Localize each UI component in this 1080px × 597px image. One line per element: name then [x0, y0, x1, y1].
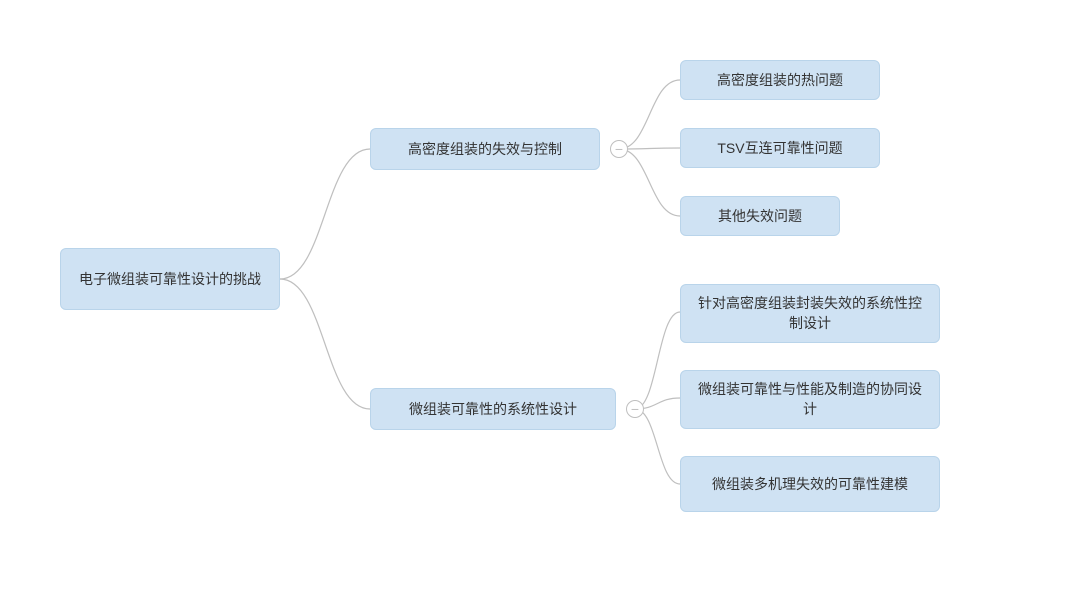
node-leaf-c11[interactable]: 高密度组装的热问题 — [680, 60, 880, 100]
node-root[interactable]: 电子微组装可靠性设计的挑战 — [60, 248, 280, 310]
node-leaf-c13[interactable]: 其他失效问题 — [680, 196, 840, 236]
collapse-button-branch-1[interactable]: − — [610, 140, 628, 158]
node-branch-1[interactable]: 高密度组装的失效与控制 — [370, 128, 600, 170]
node-leaf-c22[interactable]: 微组装可靠性与性能及制造的协同设计 — [680, 370, 940, 429]
node-branch-2[interactable]: 微组装可靠性的系统性设计 — [370, 388, 616, 430]
node-leaf-c21[interactable]: 针对高密度组装封装失效的系统性控制设计 — [680, 284, 940, 343]
collapse-button-branch-2[interactable]: − — [626, 400, 644, 418]
mindmap-canvas: 电子微组装可靠性设计的挑战 高密度组装的失效与控制 − 微组装可靠性的系统性设计… — [0, 0, 1080, 597]
node-leaf-c23[interactable]: 微组装多机理失效的可靠性建模 — [680, 456, 940, 512]
node-leaf-c12[interactable]: TSV互连可靠性问题 — [680, 128, 880, 168]
